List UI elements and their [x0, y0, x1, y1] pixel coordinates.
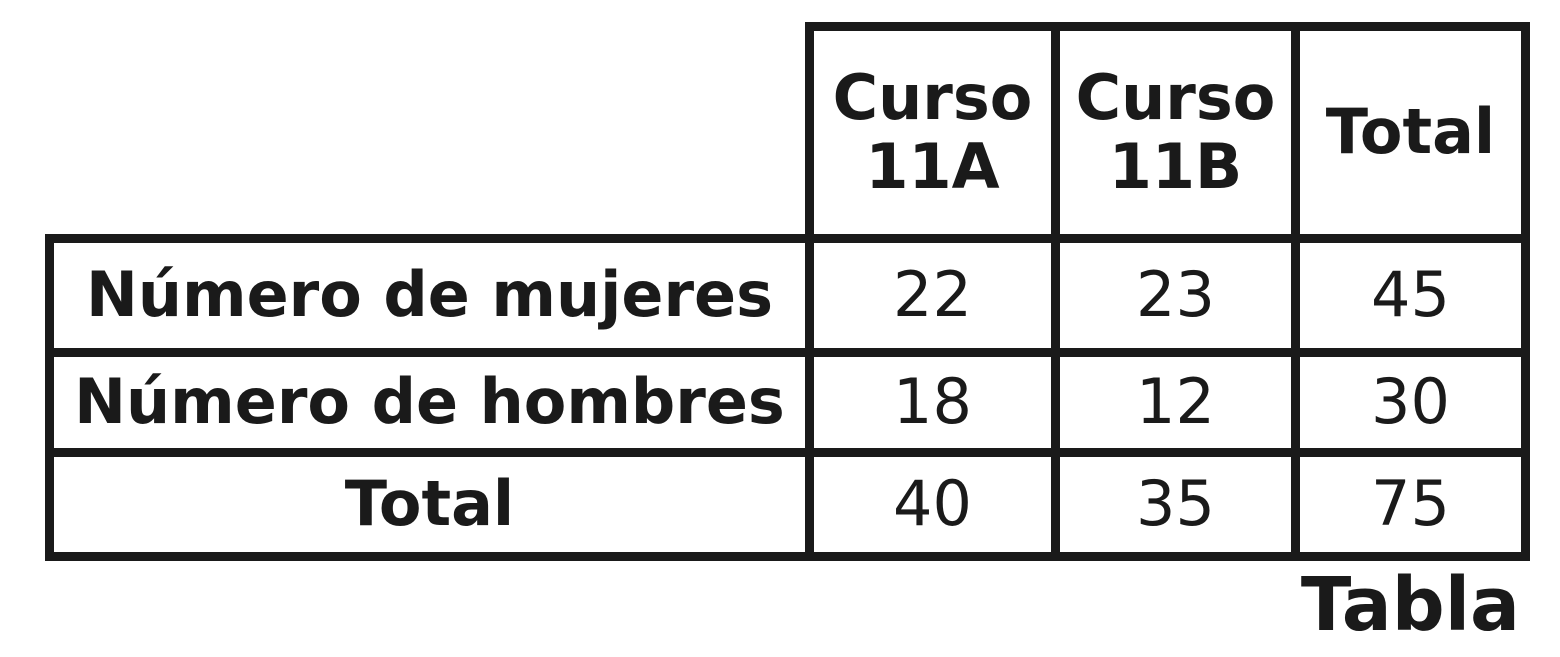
header-row: Curso 11A Curso 11B Total	[49, 22, 1530, 243]
cell-mujeres-11b: 23	[1051, 234, 1300, 357]
cell-total-11b: 35	[1051, 448, 1300, 561]
table-row-hombres: Número de hombres 18 12 30	[45, 348, 1530, 457]
cell-hombres-11b: 12	[1051, 348, 1300, 457]
table-row-total: Total 40 35 75	[45, 448, 1530, 561]
data-table: Curso 11A Curso 11B Total Número de muje…	[45, 22, 1530, 561]
cell-total-11a: 40	[805, 448, 1060, 561]
column-header-curso-11a: Curso 11A	[805, 22, 1060, 243]
row-label-mujeres: Número de mujeres	[45, 234, 814, 357]
column-header-line1: Total	[1325, 95, 1496, 169]
table-caption: Tabla	[1300, 562, 1520, 648]
row-label-hombres: Número de hombres	[45, 348, 814, 457]
table-row-mujeres: Número de mujeres 22 23 45	[45, 234, 1530, 357]
column-header-line1: Curso	[832, 61, 1033, 135]
cell-mujeres-total: 45	[1291, 234, 1530, 357]
row-label-total: Total	[45, 448, 814, 561]
cell-hombres-total: 30	[1291, 348, 1530, 457]
column-header-total: Total	[1291, 22, 1530, 243]
empty-corner-cell	[49, 26, 814, 243]
cell-hombres-11a: 18	[805, 348, 1060, 457]
column-header-line1: Curso	[1075, 61, 1276, 135]
column-header-curso-11b: Curso 11B	[1051, 22, 1300, 243]
column-header-line2: 11A	[865, 129, 1000, 203]
cell-total-total: 75	[1291, 448, 1530, 561]
cell-mujeres-11a: 22	[805, 234, 1060, 357]
column-header-line2: 11B	[1108, 129, 1243, 203]
